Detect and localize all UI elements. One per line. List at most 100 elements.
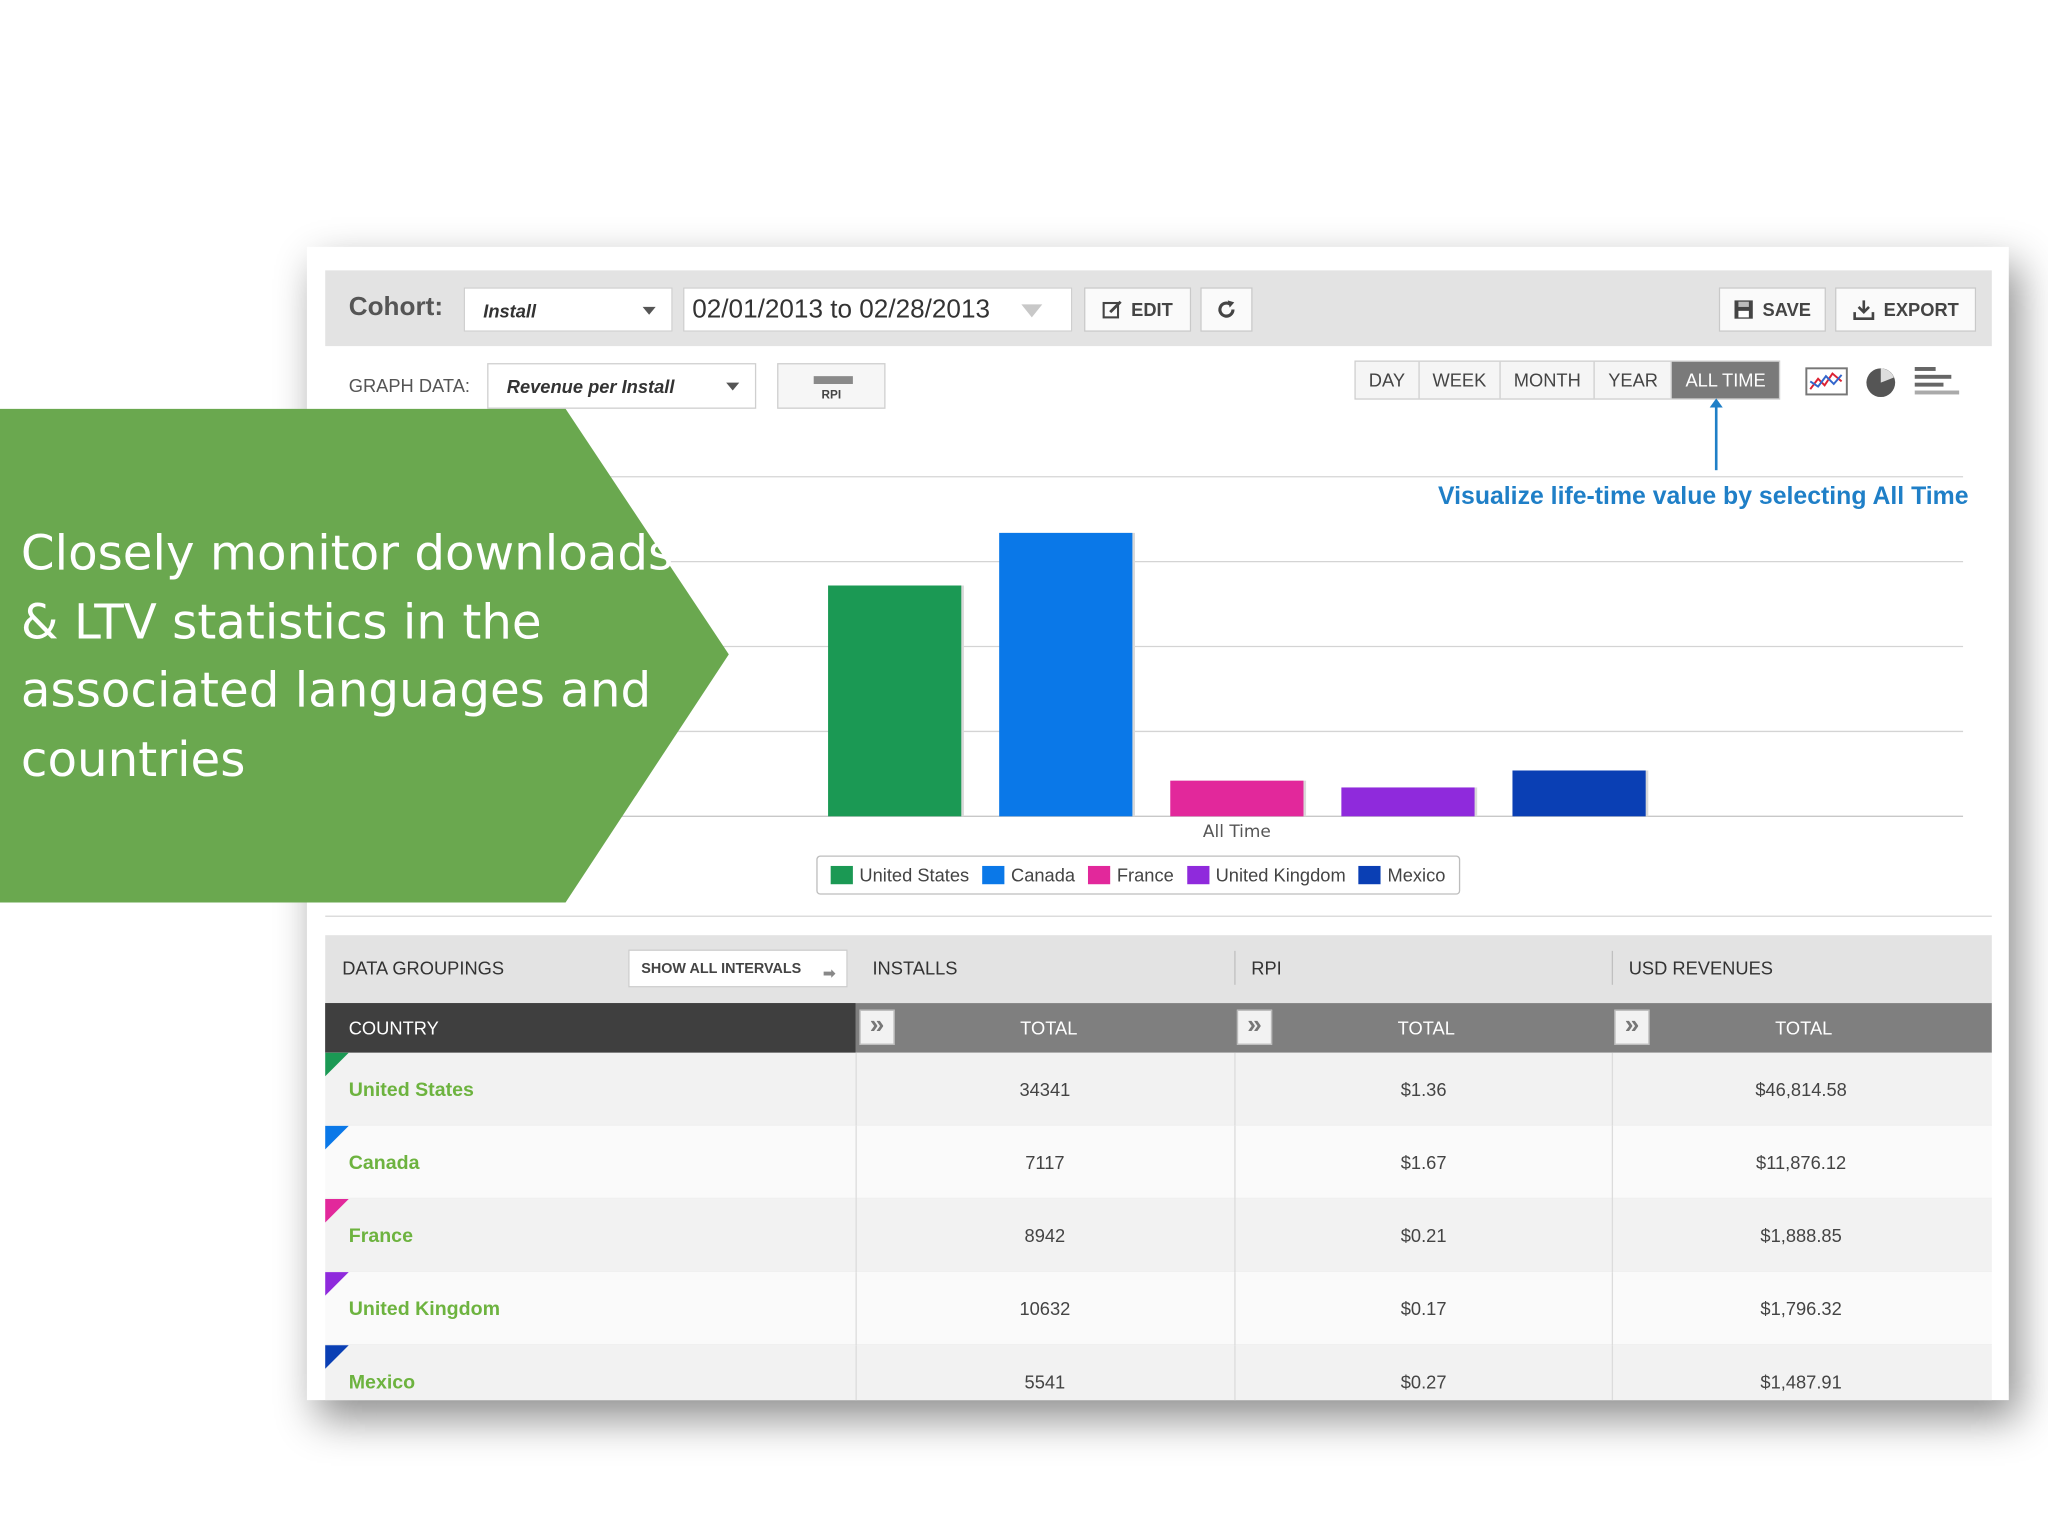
expand-revenues-icon[interactable]: » (1614, 1009, 1650, 1045)
line-chart-icon[interactable] (1805, 367, 1848, 396)
legend-item-united-kingdom[interactable]: United Kingdom (1186, 864, 1346, 886)
country-color-marker (325, 1345, 349, 1369)
show-all-intervals-button[interactable]: SHOW ALL INTERVALS ➡ (628, 949, 848, 988)
country-name-link[interactable]: France (348, 1225, 413, 1248)
time-range-day[interactable]: DAY (1356, 361, 1420, 399)
legend-label: Mexico (1387, 864, 1446, 886)
edit-button[interactable]: EDIT (1084, 287, 1192, 332)
time-range-month[interactable]: MONTH (1501, 361, 1596, 399)
annotation-pointer-line (1714, 400, 1718, 471)
arrow-right-icon: ➡ (822, 963, 836, 983)
refresh-button[interactable] (1200, 287, 1253, 332)
rpi-cell: $0.21 (1400, 1225, 1447, 1247)
annotation-arrow-icon (1709, 398, 1723, 408)
revenue-cell: $11,876.12 (1756, 1151, 1847, 1173)
installs-cell: 10632 (1019, 1298, 1071, 1320)
legend-item-mexico[interactable]: Mexico (1358, 864, 1446, 886)
revenues-total-header: TOTAL (1775, 1017, 1833, 1039)
country-color-marker (325, 1125, 349, 1150)
country-color-marker (325, 1272, 349, 1296)
country-name-link[interactable]: Mexico (348, 1371, 416, 1394)
country-column-header[interactable]: COUNTRY (325, 1003, 856, 1053)
installs-group-header: INSTALLS (872, 957, 958, 979)
installs-cell: 5541 (1024, 1371, 1066, 1393)
bar-france[interactable] (1170, 780, 1304, 817)
table-column-header: COUNTRY » TOTAL » TOTAL » TOTAL (325, 1003, 1992, 1053)
header-divider (1611, 950, 1614, 985)
data-groupings-label: DATA GROUPINGS (342, 957, 505, 979)
column-divider (1611, 1272, 1614, 1346)
rpi-group-header: RPI (1251, 957, 1282, 979)
table-row: United Kingdom 10632 $0.17 $1,796.32 (325, 1272, 1992, 1346)
date-range-select[interactable]: 02/01/2013 to 02/28/2013 (683, 287, 1073, 332)
rpi-total-header: TOTAL (1397, 1017, 1455, 1039)
legend-swatch (982, 865, 1005, 885)
column-divider (855, 1272, 857, 1346)
show-all-intervals-label: SHOW ALL INTERVALS (641, 961, 802, 977)
chart-divider (325, 915, 1992, 917)
installs-cell: 34341 (1019, 1078, 1071, 1100)
chevron-down-icon (1021, 304, 1043, 318)
graph-data-label: GRAPH DATA: (348, 374, 470, 396)
export-icon (1853, 300, 1875, 320)
table-row: France 8942 $0.21 $1,888.85 (325, 1198, 1992, 1273)
bar-chart-icon[interactable] (1914, 367, 1960, 395)
export-button[interactable]: EXPORT (1835, 287, 1977, 332)
chevron-down-icon (726, 382, 740, 391)
legend-item-canada[interactable]: Canada (982, 865, 1075, 886)
rpi-bar-icon (813, 376, 853, 384)
table-row: Canada 7117 $1.67 $11,876.12 (325, 1125, 1992, 1199)
column-divider (1234, 1052, 1236, 1126)
rpi-cell: $1.67 (1400, 1151, 1447, 1173)
column-divider (1234, 1198, 1236, 1273)
chevron-down-icon (642, 306, 656, 315)
installs-cell: 8942 (1024, 1225, 1066, 1247)
callout-arrow-shape (0, 408, 729, 903)
graph-data-select[interactable]: Revenue per Install (487, 363, 757, 409)
country-name-link[interactable]: Canada (348, 1151, 420, 1175)
revenue-cell: $1,888.85 (1760, 1225, 1842, 1247)
pie-chart-icon[interactable] (1866, 368, 1896, 398)
column-divider (1234, 1272, 1236, 1346)
legend-label: Canada (1011, 864, 1076, 886)
expand-installs-icon[interactable]: » (859, 1009, 895, 1045)
legend-label: United States (859, 864, 970, 886)
country-name-link[interactable]: United States (348, 1078, 474, 1102)
installs-total-header: TOTAL (1020, 1017, 1078, 1039)
column-divider (855, 1345, 857, 1401)
column-divider (1611, 1125, 1614, 1199)
bar-canada[interactable] (999, 532, 1133, 817)
data-table: DATA GROUPINGS SHOW ALL INTERVALS ➡ INST… (325, 935, 1992, 1401)
edit-button-label: EDIT (1131, 299, 1173, 320)
save-button[interactable]: SAVE (1718, 287, 1826, 332)
column-divider (1611, 1052, 1614, 1126)
save-icon (1735, 300, 1754, 319)
cohort-select[interactable]: Install (463, 287, 673, 332)
bar-united-states[interactable] (828, 585, 962, 817)
revenue-cell: $1,487.91 (1760, 1371, 1842, 1393)
time-range-selector: DAY WEEK MONTH YEAR ALL TIME (1354, 360, 1781, 400)
legend-swatch (1186, 865, 1210, 885)
expand-rpi-icon[interactable]: » (1236, 1009, 1273, 1045)
legend-label: United Kingdom (1215, 864, 1346, 886)
legend-item-france[interactable]: France (1088, 865, 1174, 886)
legend-item-united-states[interactable]: United States (830, 864, 970, 886)
rpi-metric-button[interactable]: RPI (777, 363, 886, 409)
bar-mexico[interactable] (1512, 770, 1646, 817)
table-row: United States 34341 $1.36 $46,814.58 (325, 1052, 1992, 1126)
time-range-all-time[interactable]: ALL TIME (1672, 361, 1779, 399)
legend-swatch (1358, 865, 1381, 885)
time-range-week[interactable]: WEEK (1419, 361, 1501, 399)
chart-legend: United States Canada France United Kingdom M… (816, 855, 1460, 895)
header-divider (1234, 950, 1236, 985)
installs-cell: 7117 (1025, 1151, 1065, 1173)
rpi-button-label: RPI (821, 387, 842, 401)
rpi-cell: $0.27 (1400, 1371, 1447, 1393)
legend-swatch (830, 865, 853, 885)
country-name-link[interactable]: United Kingdom (348, 1298, 501, 1321)
bar-united-kingdom[interactable] (1341, 787, 1475, 817)
export-button-label: EXPORT (1883, 299, 1959, 320)
time-range-year[interactable]: YEAR (1595, 361, 1673, 399)
column-divider (855, 1052, 857, 1126)
